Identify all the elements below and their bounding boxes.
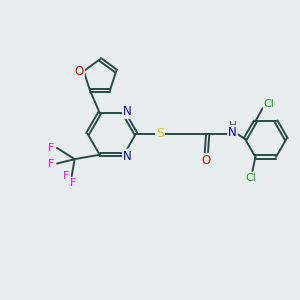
Text: S: S (156, 127, 164, 140)
Text: F: F (49, 143, 55, 153)
Text: H: H (229, 121, 236, 130)
Text: O: O (75, 64, 84, 78)
Text: F: F (48, 143, 54, 153)
Text: F: F (70, 178, 76, 188)
Text: Cl: Cl (264, 100, 275, 110)
Text: N: N (228, 126, 237, 139)
Text: Cl: Cl (246, 172, 256, 183)
Text: F: F (48, 158, 54, 169)
Text: N: N (123, 150, 132, 163)
Text: O: O (202, 154, 211, 167)
Text: N: N (123, 105, 132, 118)
Text: F: F (49, 158, 55, 169)
Text: F: F (63, 171, 70, 181)
